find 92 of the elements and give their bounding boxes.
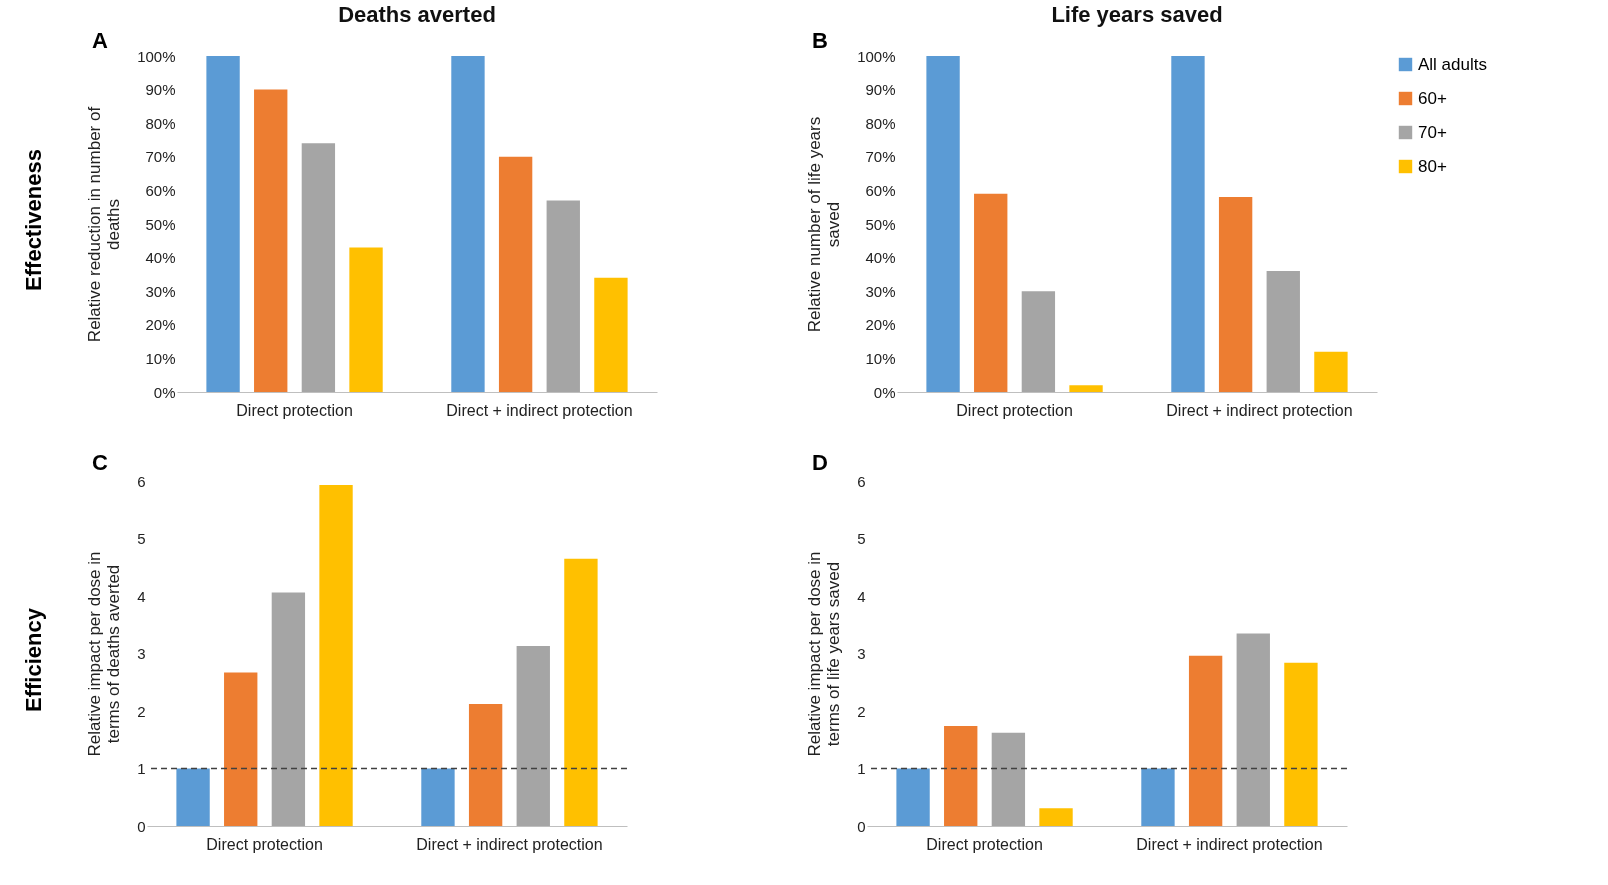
bar	[516, 646, 550, 826]
bar	[564, 558, 598, 826]
bar	[1188, 655, 1223, 826]
y-tick-label: 100%	[137, 47, 176, 65]
bar	[974, 193, 1008, 392]
y-tick-label: 90%	[865, 81, 896, 99]
y-tick-label: 70%	[145, 148, 176, 166]
bar	[254, 89, 288, 392]
y-tick-label: 50%	[145, 215, 176, 233]
legend-label: 70+	[1418, 122, 1447, 142]
y-tick-label: 10%	[145, 349, 176, 367]
y-axis-title: Relative reduction in number of deaths	[85, 106, 124, 343]
y-tick-label: 5	[857, 530, 866, 547]
legend-label: All adults	[1418, 54, 1487, 74]
y-tick-label: 6	[137, 472, 146, 490]
bar	[1069, 385, 1103, 392]
y-tick-label: 40%	[865, 249, 896, 267]
bar	[271, 592, 306, 826]
bar	[206, 56, 240, 392]
bar	[1218, 197, 1253, 392]
text: C	[92, 450, 108, 476]
x-tick-label: Direct + indirect protection	[446, 401, 633, 419]
y-tick-label: 4	[137, 587, 146, 605]
bar	[926, 56, 960, 392]
y-tick-label: 3	[857, 645, 866, 662]
legend-label: 60+	[1418, 88, 1447, 108]
bar	[1266, 271, 1300, 392]
y-tick-label: 0	[857, 817, 866, 835]
bar	[1039, 808, 1073, 826]
chart-title: Life years saved	[1051, 2, 1223, 27]
y-tick-label: 40%	[145, 249, 176, 267]
bar	[944, 725, 978, 826]
y-tick-label: 90%	[145, 81, 176, 99]
bar	[594, 277, 628, 392]
y-tick-label: 1	[137, 760, 146, 777]
bar	[468, 704, 503, 826]
x-tick-label: Direct + indirect protection	[1136, 835, 1323, 853]
bar	[498, 156, 533, 392]
chart-title: Deaths averted	[338, 2, 496, 27]
bar	[991, 732, 1026, 826]
bar	[176, 768, 210, 826]
y-tick-label: 2	[137, 702, 146, 720]
bar	[451, 56, 485, 392]
bar	[1021, 291, 1056, 392]
y-tick-label: 60%	[865, 181, 896, 199]
bar	[349, 247, 383, 392]
x-tick-label: Direct protection	[956, 401, 1073, 419]
bar	[896, 768, 930, 826]
y-tick-label: 60%	[145, 181, 176, 199]
y-axis-title: Relative number of life years saved	[805, 116, 844, 333]
x-tick-label: Direct + indirect protection	[416, 835, 603, 853]
bar	[319, 485, 353, 826]
text: A	[92, 28, 108, 54]
y-tick-label: 4	[857, 587, 866, 605]
y-tick-label: 6	[857, 472, 866, 490]
y-tick-label: 0%	[153, 383, 176, 401]
text: Efficiency	[21, 608, 47, 712]
y-tick-label: 30%	[865, 282, 896, 300]
text: B	[812, 28, 828, 54]
bar	[1141, 768, 1175, 826]
bar	[301, 143, 336, 392]
bar	[224, 672, 258, 826]
x-tick-label: Direct protection	[236, 401, 353, 419]
x-tick-label: Direct protection	[926, 835, 1043, 853]
y-tick-label: 0	[137, 817, 146, 835]
x-tick-label: Direct + indirect protection	[1166, 401, 1353, 419]
y-tick-label: 20%	[145, 316, 176, 334]
y-tick-label: 5	[137, 530, 146, 547]
y-tick-label: 70%	[865, 148, 896, 166]
y-tick-label: 1	[857, 760, 866, 777]
bar	[1284, 662, 1318, 826]
y-tick-label: 80%	[865, 114, 896, 132]
y-tick-label: 10%	[865, 349, 896, 367]
bar	[1171, 56, 1205, 392]
y-tick-label: 2	[857, 702, 866, 720]
text: Effectiveness	[21, 149, 47, 291]
legend-label: 80+	[1418, 156, 1447, 176]
x-tick-label: Direct protection	[206, 835, 323, 853]
y-tick-label: 100%	[857, 47, 896, 65]
text: D	[812, 450, 828, 476]
y-tick-label: 30%	[145, 282, 176, 300]
bar	[421, 768, 455, 826]
bar	[546, 200, 580, 392]
y-tick-label: 80%	[145, 114, 176, 132]
bar	[1314, 351, 1348, 392]
y-tick-label: 0%	[873, 383, 896, 401]
y-axis-title: Relative impact per dose in terms of deaths averted	[85, 551, 124, 757]
y-tick-label: 3	[137, 645, 146, 662]
y-tick-label: 50%	[865, 215, 896, 233]
bar	[1236, 633, 1270, 826]
y-tick-label: 20%	[865, 316, 896, 334]
y-axis-title: Relative impact per dose in terms of life years saved	[805, 551, 844, 757]
